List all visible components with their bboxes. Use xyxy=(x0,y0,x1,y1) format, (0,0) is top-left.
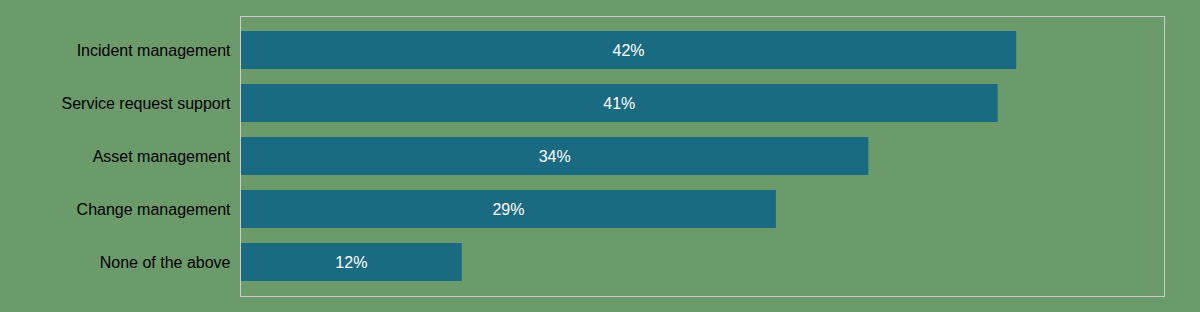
svg-text:34%: 34% xyxy=(539,148,571,165)
svg-text:Incident management: Incident management xyxy=(77,42,231,59)
svg-text:Asset management: Asset management xyxy=(93,148,231,165)
svg-text:None of the above: None of the above xyxy=(100,254,231,271)
svg-text:Change management: Change management xyxy=(77,201,231,218)
svg-text:42%: 42% xyxy=(613,42,645,59)
svg-text:29%: 29% xyxy=(492,201,524,218)
svg-text:Service request support: Service request support xyxy=(62,95,232,112)
svg-text:41%: 41% xyxy=(603,95,635,112)
svg-text:12%: 12% xyxy=(335,254,367,271)
